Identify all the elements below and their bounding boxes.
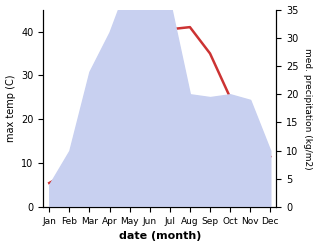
Y-axis label: med. precipitation (kg/m2): med. precipitation (kg/m2) (303, 48, 313, 169)
X-axis label: date (month): date (month) (119, 231, 201, 242)
Y-axis label: max temp (C): max temp (C) (5, 75, 16, 142)
